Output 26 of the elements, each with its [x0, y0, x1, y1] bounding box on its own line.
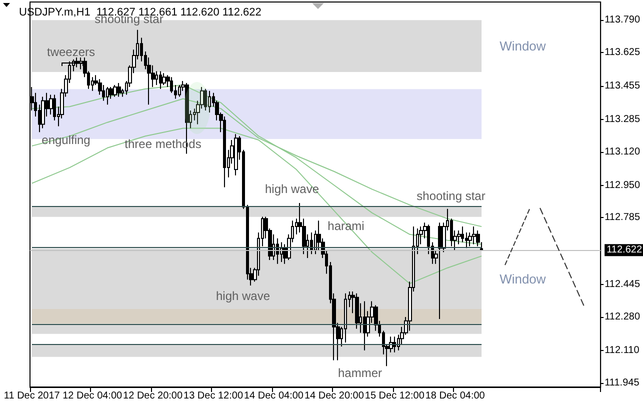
- annotation: tweezers: [46, 45, 96, 59]
- x-tick-label: 12 Dec 04:00: [62, 390, 123, 402]
- x-tick-label: 18 Dec 04:00: [425, 390, 486, 402]
- x-tick-label: 12 Dec 20:00: [123, 390, 183, 402]
- y-tick-label: 113.625: [604, 47, 640, 58]
- y-tick-label: 113.120: [604, 146, 640, 158]
- band-label: Window: [500, 38, 546, 54]
- y-tick-label: 112.445: [604, 279, 640, 290]
- x-tick-label: 13 Dec 12:00: [184, 390, 244, 402]
- band-label: Window: [500, 271, 546, 286]
- x-tick-label: 11 Dec 2017: [4, 390, 60, 402]
- x-tick-label: 14 Dec 04:00: [244, 390, 304, 402]
- y-tick-label: 113.455: [604, 80, 640, 92]
- x-tick-label: 14 Dec 20:00: [304, 390, 364, 402]
- annotation: high wave: [216, 289, 270, 303]
- y-tick-label: 112.280: [604, 312, 640, 322]
- y-tick-label: 113.285: [604, 114, 640, 125]
- y-tick-label: 112.950: [604, 180, 640, 191]
- y-tick-label: 112.785: [604, 212, 640, 224]
- y-tick-label: 112.110: [604, 344, 640, 356]
- ref-line-label: 112.622: [606, 244, 642, 256]
- y-tick-label: 113.790: [604, 14, 640, 26]
- annotation: hammer: [338, 366, 382, 380]
- annotation: shooting star: [416, 189, 486, 203]
- y-tick-label: 111.945: [604, 377, 640, 388]
- x-tick-label: 15 Dec 12:00: [364, 390, 425, 402]
